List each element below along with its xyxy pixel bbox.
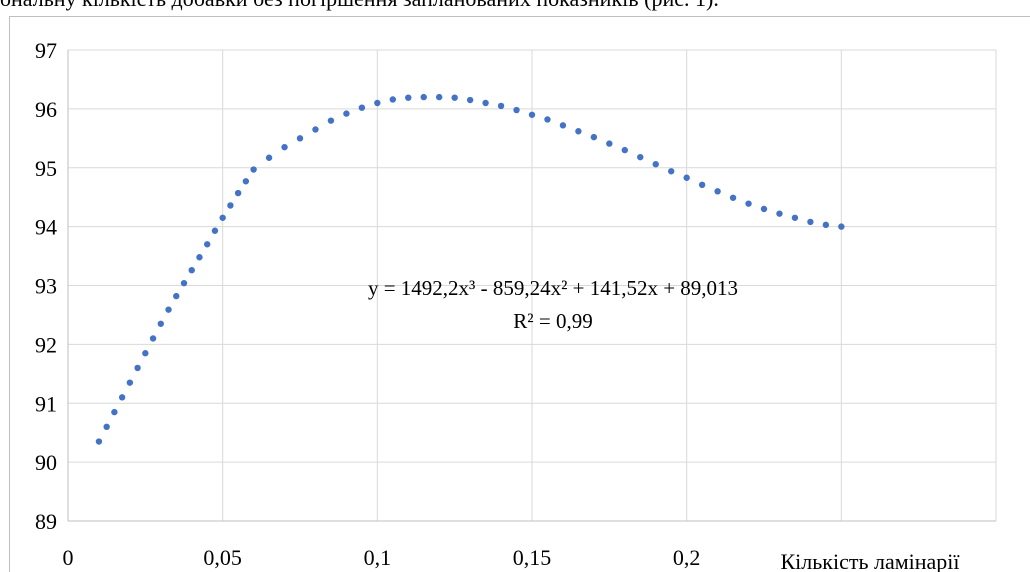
data-point: [242, 178, 250, 185]
data-point: [343, 110, 350, 117]
data-point: [312, 126, 319, 133]
data-point: [838, 223, 845, 230]
x-axis-title: Кількість ламінарії: [780, 549, 960, 572]
grid-lines: [68, 49, 997, 521]
data-point: [513, 106, 520, 114]
annotations: y = 1492,2x³ - 859,24x² + 141,52x + 89,0…: [368, 276, 960, 572]
data-point: [451, 94, 458, 101]
data-point: [745, 200, 752, 207]
caption-text: ональну кількість добавки без погіршення…: [0, 0, 1030, 12]
data-point: [683, 174, 690, 181]
data-point: [714, 188, 721, 195]
data-point: [652, 161, 659, 168]
data-point: [188, 266, 195, 274]
data-point: [698, 181, 706, 189]
data-point: [95, 438, 103, 445]
data-point: [637, 153, 644, 161]
y-tick-label: 92: [35, 332, 57, 357]
y-tick-label: 93: [35, 274, 57, 299]
data-point: [126, 379, 134, 386]
data-point: [729, 194, 737, 201]
data-point: [776, 210, 783, 217]
data-point: [157, 320, 164, 327]
data-point: [165, 306, 172, 313]
data-point: [590, 133, 598, 141]
r-squared-label: R² = 0,99: [513, 309, 592, 333]
y-tick-label: 96: [35, 97, 57, 122]
x-tick-label: 0,1: [364, 545, 392, 570]
data-point: [250, 166, 257, 173]
y-tick-label: 89: [35, 509, 57, 534]
data-point: [227, 202, 234, 209]
data-point: [497, 102, 505, 110]
data-point: [606, 140, 613, 147]
y-tick-label: 90: [35, 450, 57, 475]
data-point: [296, 135, 304, 142]
data-point: [405, 94, 412, 101]
data-point: [822, 221, 830, 229]
data-point: [528, 111, 536, 118]
data-point: [118, 394, 126, 401]
data-point: [436, 93, 443, 101]
data-point: [149, 335, 157, 342]
data-point: [559, 122, 567, 129]
x-tick-label: 0,05: [203, 545, 242, 570]
x-tick-label: 0: [63, 545, 74, 570]
data-point: [173, 292, 180, 300]
data-point: [575, 128, 582, 135]
data-point: [807, 218, 814, 226]
data-point: [389, 96, 396, 103]
data-point: [668, 168, 675, 175]
data-point: [621, 146, 628, 154]
x-tick-label: 0,15: [513, 545, 552, 570]
data-point: [211, 227, 219, 234]
tick-labels: 89 90 91 92 93 94 95 96 97 0 0,05 0,1 0,15 0,2: [35, 38, 700, 570]
data-point: [358, 104, 366, 111]
data-point: [466, 96, 474, 104]
data-point: [180, 279, 188, 287]
axes: [67, 50, 996, 522]
data-point: [234, 189, 242, 197]
data-point: [544, 116, 551, 123]
data-point: [142, 350, 149, 357]
data-points: [95, 93, 845, 445]
y-tick-label: 94: [35, 215, 57, 240]
data-point: [420, 93, 427, 101]
data-point: [103, 423, 110, 430]
y-tick-label: 91: [35, 391, 57, 416]
y-tick-label: 95: [35, 156, 57, 181]
data-point: [327, 117, 335, 124]
data-point: [134, 364, 141, 372]
data-point: [374, 99, 381, 107]
data-point: [265, 154, 273, 161]
data-point: [204, 241, 211, 248]
x-tick-label: 0,2: [673, 545, 701, 570]
chart-area: [9, 16, 1030, 572]
trendline-equation: y = 1492,2x³ - 859,24x² + 141,52x + 89,0…: [368, 276, 738, 300]
data-point: [219, 214, 226, 221]
data-point: [111, 408, 118, 416]
data-point: [791, 214, 799, 221]
data-point: [196, 254, 203, 261]
data-point: [760, 205, 768, 213]
data-point: [482, 99, 489, 107]
data-point: [281, 143, 288, 151]
y-tick-label: 97: [35, 38, 57, 63]
